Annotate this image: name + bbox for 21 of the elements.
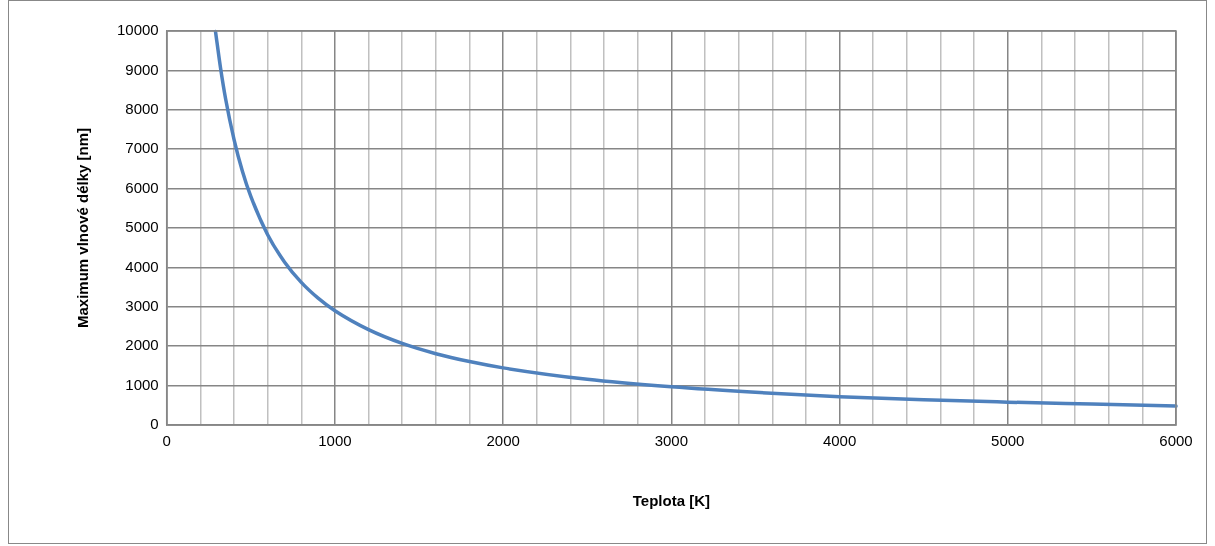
y-tick-label: 10000 bbox=[116, 21, 159, 39]
x-tick-label: 2000 bbox=[486, 432, 520, 450]
x-tick-label: 1000 bbox=[318, 432, 352, 450]
y-axis-title: Maximum vlnové délky [nm] bbox=[74, 127, 92, 329]
line-series bbox=[213, 29, 1178, 408]
y-tick-label: 4000 bbox=[125, 257, 159, 275]
x-axis-title: Teplota [K] bbox=[632, 492, 710, 510]
x-tick-label: 3000 bbox=[654, 432, 689, 450]
y-tick-label: 0 bbox=[150, 415, 159, 433]
y-tick-label: 2000 bbox=[125, 336, 159, 354]
x-tick-label: 0 bbox=[162, 432, 171, 450]
y-tick-label: 1000 bbox=[125, 375, 159, 393]
y-tick-label: 9000 bbox=[125, 60, 159, 78]
y-tick-label: 5000 bbox=[125, 218, 159, 236]
y-tick-label: 7000 bbox=[125, 139, 159, 157]
y-tick-label: 3000 bbox=[125, 296, 159, 314]
y-tick-label: 6000 bbox=[125, 178, 159, 196]
x-tick-label: 6000 bbox=[1159, 432, 1193, 450]
x-tick-label: 4000 bbox=[822, 432, 857, 450]
x-tick-label: 5000 bbox=[991, 432, 1025, 450]
y-tick-label: 8000 bbox=[125, 99, 159, 117]
